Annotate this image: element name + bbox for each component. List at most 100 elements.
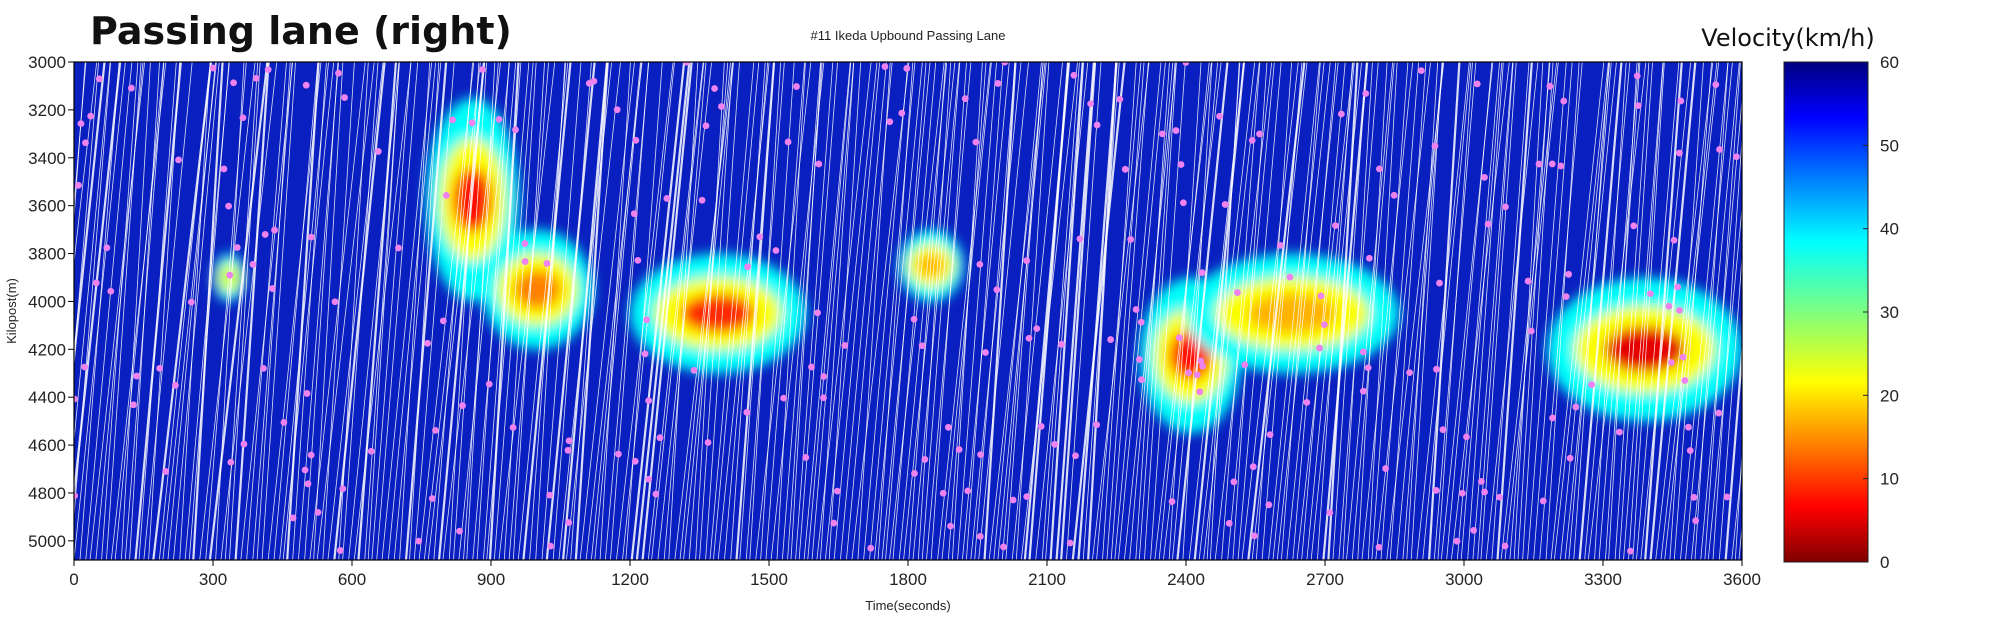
vehicle-trajectory	[1371, 62, 1409, 560]
vehicle-trajectory	[376, 62, 419, 560]
lane-change-marker	[74, 492, 79, 500]
lane-change-marker	[1066, 539, 1074, 547]
lane-change-marker	[698, 196, 706, 204]
lane-change-marker	[495, 115, 503, 123]
lane-change-marker	[886, 118, 894, 126]
x-tick-label: 3600	[1723, 570, 1761, 589]
vehicle-trajectory	[1096, 62, 1142, 560]
lane-change-marker	[1196, 388, 1204, 396]
lane-change-marker	[1473, 80, 1481, 88]
vehicle-trajectory	[755, 62, 812, 560]
vehicle-trajectory	[978, 62, 1029, 560]
vehicle-trajectory	[286, 62, 320, 560]
vehicle-trajectory	[74, 62, 106, 369]
colorbar-tick-label: 20	[1880, 386, 1899, 405]
vehicle-trajectory	[1664, 62, 1720, 560]
vehicle-trajectory	[912, 62, 960, 560]
lane-change-marker	[977, 451, 985, 459]
lane-change-marker	[1546, 82, 1554, 90]
vehicle-trajectory	[594, 62, 642, 560]
lane-change-marker	[961, 95, 969, 103]
vehicle-trajectory	[1550, 62, 1605, 560]
vehicle-trajectory	[1718, 252, 1742, 560]
x-tick-label: 900	[477, 570, 505, 589]
lane-change-marker	[1233, 289, 1241, 296]
y-axis-label: Kilopost(m)	[4, 278, 19, 344]
lane-change-marker	[485, 380, 493, 388]
lane-change-marker	[631, 457, 639, 465]
lane-change-marker	[1276, 241, 1284, 249]
vehicle-trajectory	[1261, 62, 1303, 560]
vehicle-trajectory	[423, 62, 481, 560]
lane-change-marker	[663, 195, 671, 202]
vehicle-trajectory	[1102, 62, 1137, 560]
x-tick-label: 2400	[1167, 570, 1205, 589]
vehicle-trajectory	[562, 62, 609, 560]
x-tick-label: 2700	[1306, 570, 1344, 589]
lane-change-marker	[1182, 62, 1190, 66]
lane-change-marker	[1501, 542, 1509, 550]
vehicle-trajectory	[1640, 62, 1692, 560]
lane-change-marker	[1524, 277, 1532, 285]
lane-change-marker	[442, 191, 450, 199]
vehicle-trajectory	[256, 62, 291, 560]
vehicle-trajectory	[106, 62, 142, 560]
vehicle-trajectory	[1110, 62, 1149, 560]
vehicle-trajectory	[1367, 62, 1398, 560]
lane-change-marker	[230, 79, 237, 87]
vehicle-trajectory	[74, 62, 111, 445]
lane-change-marker	[1690, 493, 1698, 501]
colorbar-tick-label: 0	[1880, 553, 1889, 572]
lane-change-marker	[1025, 334, 1033, 342]
lane-change-marker	[1712, 81, 1720, 89]
lane-change-marker	[415, 537, 423, 545]
vehicle-trajectory	[1669, 62, 1704, 560]
vehicle-trajectory	[173, 62, 220, 560]
vehicle-trajectory	[322, 62, 355, 560]
lane-change-marker	[1051, 440, 1059, 448]
vehicle-trajectory	[1281, 62, 1321, 560]
vehicle-trajectory	[1559, 62, 1611, 560]
lane-change-marker	[1359, 387, 1367, 395]
vehicle-trajectory	[898, 62, 948, 560]
vehicle-trajectory	[1679, 62, 1729, 560]
lane-change-marker	[1433, 365, 1440, 373]
vehicle-trajectory	[433, 62, 473, 560]
lane-change-marker	[1093, 421, 1101, 429]
vehicle-trajectory	[1437, 62, 1473, 560]
lane-change-marker	[1634, 102, 1642, 110]
lane-change-marker	[187, 298, 195, 306]
vehicle-trajectory	[1049, 62, 1085, 560]
lane-change-marker	[976, 533, 984, 540]
lane-change-marker	[1364, 364, 1372, 372]
lane-change-marker	[268, 285, 276, 292]
lane-change-marker	[565, 519, 573, 526]
lane-change-marker	[1417, 67, 1425, 75]
vehicle-trajectory	[1545, 62, 1580, 560]
vehicle-trajectory	[1573, 62, 1610, 560]
lane-change-marker	[87, 112, 95, 120]
lane-change-marker	[955, 446, 963, 453]
lane-change-marker	[1193, 371, 1201, 379]
colorbar-label: Velocity(km/h)	[1701, 24, 1874, 52]
vehicle-trajectory	[1214, 62, 1273, 560]
vehicle-trajectory	[1276, 62, 1331, 560]
lane-change-marker	[301, 466, 309, 474]
lane-change-marker	[1477, 477, 1485, 485]
vehicle-trajectory	[1456, 62, 1500, 560]
vehicle-trajectory	[1527, 62, 1567, 560]
vehicle-trajectory	[1649, 62, 1697, 560]
lane-change-marker	[509, 424, 517, 431]
lane-change-marker	[743, 408, 751, 416]
lane-change-marker	[1168, 498, 1176, 505]
lane-change-marker	[830, 519, 838, 527]
lane-change-marker	[1256, 130, 1263, 138]
vehicle-trajectory	[409, 62, 440, 560]
lane-change-marker	[993, 286, 1001, 294]
lane-change-marker	[1733, 153, 1740, 161]
vehicle-trajectory	[599, 62, 631, 560]
lane-change-marker	[1436, 279, 1443, 287]
vehicle-trajectory	[1707, 204, 1742, 560]
vehicle-trajectory	[167, 62, 216, 560]
lane-change-marker	[1382, 465, 1389, 472]
